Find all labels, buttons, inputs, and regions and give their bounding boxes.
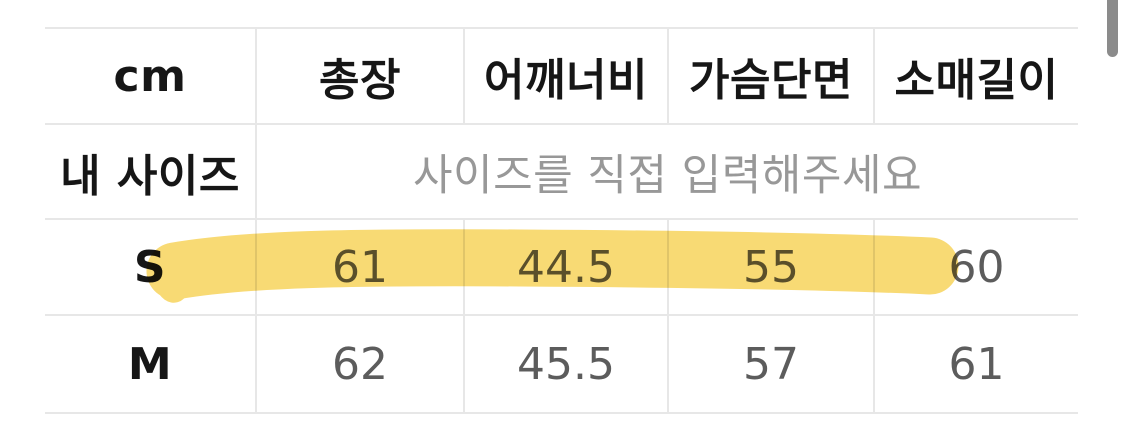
my-size-input-cell[interactable]: 사이즈를 직접 입력해주세요 bbox=[255, 125, 1078, 220]
cell-m-chest-width: 57 bbox=[667, 316, 873, 412]
cell-m-total-length: 62 bbox=[255, 316, 463, 412]
cell-m-sleeve-length: 61 bbox=[873, 316, 1078, 412]
size-row-label-m: M bbox=[127, 338, 173, 390]
cell-s-chest-width: 55 bbox=[667, 220, 873, 316]
cell-s-shoulder-width: 44.5 bbox=[463, 220, 667, 316]
header-cell-sleeve-length: 소매길이 bbox=[873, 29, 1078, 125]
scrollbar-thumb[interactable] bbox=[1107, 0, 1118, 57]
my-size-label: 내 사이즈 bbox=[45, 125, 255, 220]
header-cell-chest-width: 가슴단면 bbox=[667, 29, 873, 125]
header-cell-unit: cm bbox=[45, 29, 255, 125]
header-cell-total-length: 총장 bbox=[255, 29, 463, 125]
cell-m-shoulder-width: 45.5 bbox=[463, 316, 667, 412]
size-chart-table: cm 총장 어깨너비 가슴단면 소매길이 내 사이즈 사이즈를 직접 입력해주세… bbox=[45, 27, 1078, 414]
cell-s-total-length: 61 bbox=[255, 220, 463, 316]
size-row-label-s: S bbox=[45, 220, 255, 316]
cell-s-sleeve-length: 60 bbox=[873, 220, 1078, 316]
header-cell-shoulder-width: 어깨너비 bbox=[463, 29, 667, 125]
